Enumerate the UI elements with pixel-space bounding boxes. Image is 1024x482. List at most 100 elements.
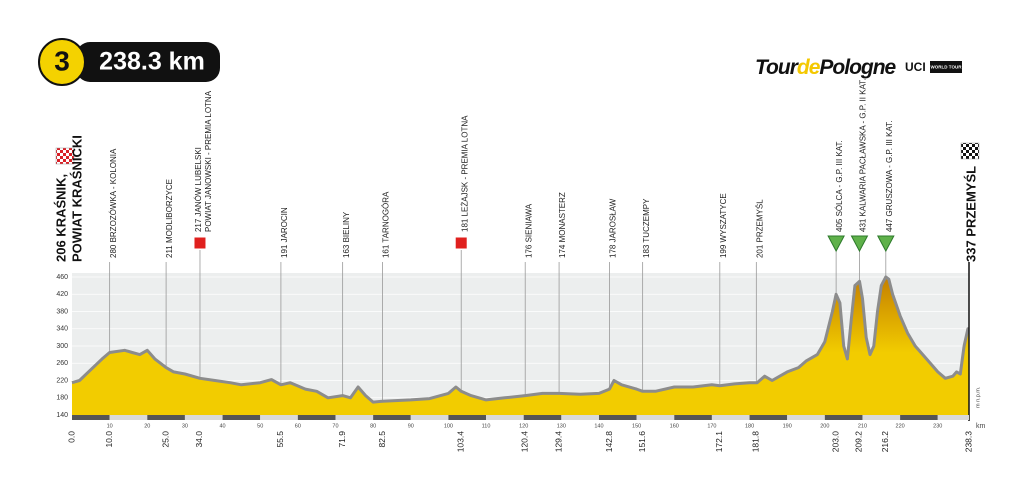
x-tick-label: 130 [557, 423, 566, 429]
y-tick-label: 300 [56, 343, 68, 350]
km-label: 203.0 [830, 431, 840, 453]
logo-tour: Tour [755, 56, 800, 79]
start-flag [55, 147, 75, 165]
waypoint-label: 174 MONASTERZ [558, 192, 567, 258]
track-segment [674, 415, 712, 420]
track-segment [72, 415, 110, 420]
x-tick-label: 230 [933, 423, 942, 429]
track-segment [824, 415, 863, 420]
waypoint-label: 217 JANÓW LUBELSKI [194, 147, 203, 232]
track-segment [147, 415, 185, 420]
track-segment [900, 415, 938, 420]
uci-tour: WORLD TOUR [931, 65, 963, 70]
sprint-marker [193, 236, 207, 250]
waypoint-label: 431 KALWARIA PACŁAWSKA - G.P. II KAT. [859, 78, 868, 232]
distance-badge [76, 42, 220, 82]
y-tick-label: 260 [56, 360, 68, 367]
track-segment [109, 415, 148, 420]
km-label: 71.9 [337, 431, 347, 448]
track-segment [222, 415, 261, 420]
km-label: 172.1 [714, 431, 724, 453]
x-unit: km [976, 423, 986, 430]
x-tick-label: 120 [519, 423, 528, 429]
y-tick-label: 140 [56, 412, 68, 419]
waypoint-label: 201 PRZEMYŚL [755, 199, 764, 258]
x-tick-label: 170 [707, 423, 716, 429]
track-segment [561, 415, 599, 420]
track-segment [448, 415, 487, 420]
x-tick-label: 60 [295, 423, 301, 429]
waypoint-label: 337 PRZEMYŚL [963, 166, 978, 262]
waypoint-label: 199 WYSZATYCE [719, 193, 728, 258]
km-label: 0.0 [66, 431, 76, 443]
climb-marker [876, 235, 895, 253]
stage-number: 3 [54, 45, 70, 76]
logo-pologne: Pologne [819, 56, 896, 79]
km-label: 142.8 [604, 431, 614, 453]
waypoint-label: 161 TARNOGÓRA [382, 191, 391, 258]
climb-marker [827, 235, 845, 253]
profile-line [71, 275, 970, 404]
profile-fill [72, 277, 969, 415]
km-label: 209.2 [854, 431, 864, 453]
x-tick-label: 50 [257, 423, 263, 429]
km-label: 10.0 [104, 431, 114, 448]
waypoint-label: 405 SÓLCA - G.P. III KAT. [835, 140, 844, 232]
y-tick-label: 180 [56, 395, 68, 402]
track-segment [749, 415, 788, 420]
x-tick-label: 40 [220, 423, 226, 429]
y-tick-label: 460 [56, 274, 68, 281]
x-tick-label: 220 [896, 423, 905, 429]
x-tick-label: 30 [182, 423, 188, 429]
waypoint-label: 176 SIENIAWA [524, 203, 533, 258]
waypoint-label: 163 BIELINY [342, 211, 351, 258]
track-segment [335, 415, 374, 420]
uci-box [930, 61, 962, 73]
track-segment [184, 415, 223, 420]
waypoint-label: 447 GRUSZOWA - G.P. III KAT. [885, 121, 894, 232]
waypoint-label: POWIAT JANOWSKI - PREMIA LOTNA [204, 90, 213, 232]
sprint-marker [454, 236, 468, 250]
track-segment [636, 415, 675, 420]
waypoint-label: POWIAT KRAŚNICKI [69, 135, 84, 262]
km-label: 25.0 [160, 431, 170, 448]
waypoint-label: 178 JAROSŁAW [609, 198, 618, 258]
km-label: 34.0 [194, 431, 204, 448]
x-tick-label: 20 [144, 423, 150, 429]
x-tick-label: 190 [783, 423, 792, 429]
stage-distance: 238.3 km [99, 48, 205, 76]
x-tick-label: 80 [370, 423, 376, 429]
x-tick-label: 200 [820, 423, 829, 429]
y-tick-label: 220 [56, 377, 68, 384]
uci-logo: UCI [905, 60, 926, 74]
track-segment [862, 415, 901, 420]
track-segment [787, 415, 825, 420]
logo: TourdePologne [755, 56, 897, 79]
logo-de: de [797, 56, 821, 79]
km-label: 151.6 [637, 431, 647, 453]
climb-marker [850, 235, 869, 253]
x-tick-label: 110 [482, 423, 491, 429]
track-segment [711, 415, 750, 420]
track-segment [373, 415, 411, 420]
x-tick-label: 10 [107, 423, 113, 429]
km-label: 216.2 [880, 431, 890, 453]
km-label: 129.4 [553, 431, 563, 453]
plot: 140 180 220 260 300 340 380 420 460 280 BRZOZÓWKA… [53, 78, 985, 452]
km-label: 82.5 [377, 431, 387, 448]
track-segment [523, 415, 562, 420]
track-segment [297, 415, 336, 420]
y-unit: m n.p.m. [975, 386, 981, 408]
waypoint-label: 183 TUCZEMPY [642, 198, 651, 258]
waypoint-label: 206 KRAŚNIK, [53, 174, 68, 262]
y-tick-label: 420 [56, 291, 68, 298]
track-segment [260, 415, 298, 420]
km-label: 55.5 [275, 431, 285, 448]
x-tick-label: 140 [594, 423, 603, 429]
x-tick-label: 100 [444, 423, 453, 429]
x-tick-label: 70 [332, 423, 338, 429]
finish-flag [960, 142, 980, 160]
y-tick-label: 380 [56, 308, 68, 315]
km-label: 181.8 [751, 431, 761, 453]
